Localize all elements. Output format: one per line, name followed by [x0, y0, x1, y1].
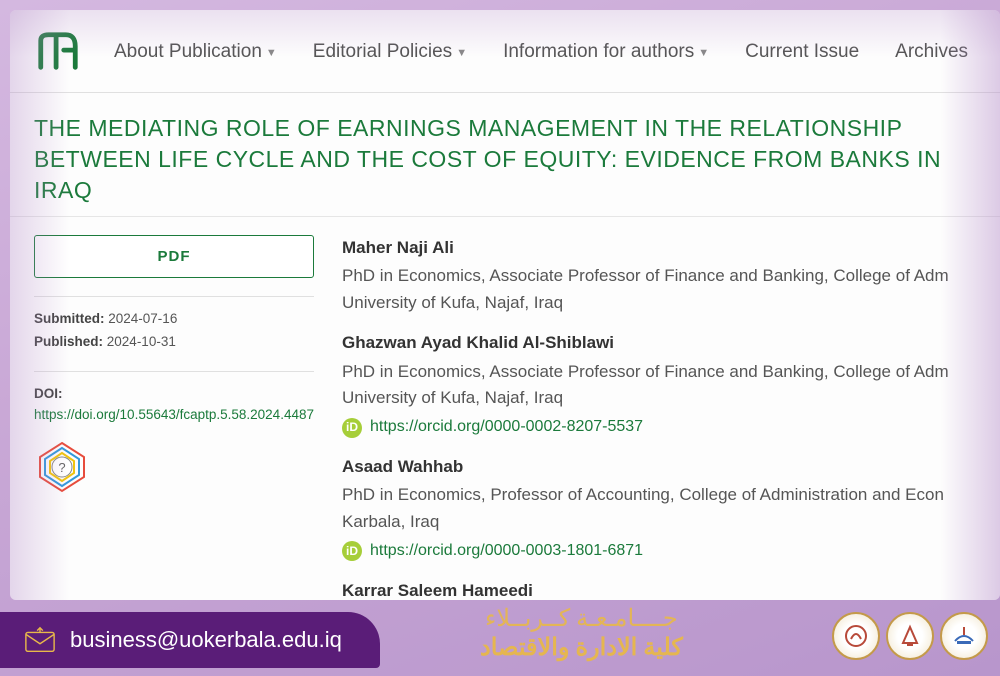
dimensions-badge[interactable]: ? [34, 439, 90, 495]
orcid-icon: iD [342, 418, 362, 438]
author-affiliation-2: University of Kufa, Najaf, Iraq [342, 385, 976, 411]
author-affiliation: PhD in Economics, Associate Professor of… [342, 263, 976, 289]
orcid-link[interactable]: https://orcid.org/0000-0002-8207-5537 [370, 415, 643, 440]
arabic-college-name: كلية الادارة والاقتصاد [480, 633, 683, 662]
nav-item-label: Editorial Policies [313, 41, 452, 63]
submitted-date: 2024-07-16 [108, 311, 177, 326]
author-name: Karrar Saleem Hameedi [342, 578, 976, 600]
orcid-icon: iD [342, 541, 362, 561]
doi-link[interactable]: https://doi.org/10.55643/fcaptp.5.58.202… [34, 405, 314, 425]
nav-items: About Publication▼Editorial Policies▼Inf… [114, 41, 968, 63]
dimensions-icon: ? [34, 439, 90, 495]
chevron-down-icon: ▼ [266, 47, 277, 59]
author-name: Maher Naji Ali [342, 235, 976, 261]
submitted-row: Submitted: 2024-07-16 [34, 311, 314, 326]
seal-logo-1 [832, 612, 880, 660]
nav-item-information-for-authors[interactable]: Information for authors ▼ [503, 41, 709, 63]
nav-item-archives[interactable]: Archives [895, 41, 968, 63]
nav-item-label: Archives [895, 41, 968, 63]
seal-logo-3 [940, 612, 988, 660]
author-block: Asaad WahhabPhD in Economics, Professor … [342, 454, 976, 564]
nav-item-current-issue[interactable]: Current Issue [745, 41, 859, 63]
footer-email[interactable]: business@uokerbala.edu.iq [70, 627, 342, 653]
mail-icon [24, 626, 56, 654]
chevron-down-icon: ▼ [456, 47, 467, 59]
author-affiliation-2: University of Kufa, Najaf, Iraq [342, 290, 976, 316]
svg-text:?: ? [58, 460, 65, 475]
published-date: 2024-10-31 [107, 334, 176, 349]
author-affiliation: PhD in Economics, Professor of Accountin… [342, 482, 976, 508]
footer-logos [832, 612, 988, 660]
top-navbar: About Publication▼Editorial Policies▼Inf… [10, 10, 1000, 93]
published-row: Published: 2024-10-31 [34, 334, 314, 349]
nav-item-label: Current Issue [745, 41, 859, 63]
dates-block: Submitted: 2024-07-16 Published: 2024-10… [34, 296, 314, 371]
author-affiliation-2: Karbala, Iraq [342, 509, 976, 535]
chevron-down-icon: ▼ [698, 47, 709, 59]
doi-label: DOI: [34, 386, 63, 401]
nav-item-editorial-policies[interactable]: Editorial Policies ▼ [313, 41, 467, 63]
author-affiliation: PhD in Economics, Associate Professor of… [342, 359, 976, 385]
journal-page: About Publication▼Editorial Policies▼Inf… [10, 10, 1000, 600]
journal-logo[interactable] [34, 28, 82, 76]
orcid-row: iD https://orcid.org/0000-0003-1801-6871 [342, 539, 976, 564]
article-body: PDF Submitted: 2024-07-16 Published: 202… [10, 217, 1000, 600]
author-block: Karrar Saleem HameediPhD in Economics, P… [342, 578, 976, 600]
author-name: Ghazwan Ayad Khalid Al-Shiblawi [342, 330, 976, 356]
orcid-link[interactable]: https://orcid.org/0000-0003-1801-6871 [370, 539, 643, 564]
nav-item-about-publication[interactable]: About Publication ▼ [114, 41, 277, 63]
authors-list: Maher Naji AliPhD in Economics, Associat… [342, 235, 976, 600]
institution-footer: business@uokerbala.edu.iq جــــامـعـة كـ… [0, 598, 1000, 676]
footer-arabic: جــــامـعـة كــربــلاء كلية الادارة والا… [480, 604, 683, 662]
submitted-label: Submitted: [34, 311, 105, 326]
published-label: Published: [34, 334, 103, 349]
nav-item-label: About Publication [114, 41, 262, 63]
orcid-row: iD https://orcid.org/0000-0002-8207-5537 [342, 415, 976, 440]
arabic-university-name: جــــامـعـة كــربــلاء [480, 604, 683, 633]
footer-email-pill: business@uokerbala.edu.iq [0, 612, 380, 668]
author-block: Ghazwan Ayad Khalid Al-Shiblawi PhD in Ec… [342, 330, 976, 440]
logo-icon [35, 29, 81, 75]
doi-block: DOI: https://doi.org/10.55643/fcaptp.5.5… [34, 371, 314, 509]
article-title: THE MEDIATING ROLE OF EARNINGS MANAGEMEN… [10, 93, 1000, 217]
nav-item-label: Information for authors [503, 41, 694, 63]
pdf-button[interactable]: PDF [34, 235, 314, 278]
author-name: Asaad Wahhab [342, 454, 976, 480]
author-block: Maher Naji AliPhD in Economics, Associat… [342, 235, 976, 316]
article-sidebar: PDF Submitted: 2024-07-16 Published: 202… [34, 235, 314, 600]
seal-logo-2 [886, 612, 934, 660]
